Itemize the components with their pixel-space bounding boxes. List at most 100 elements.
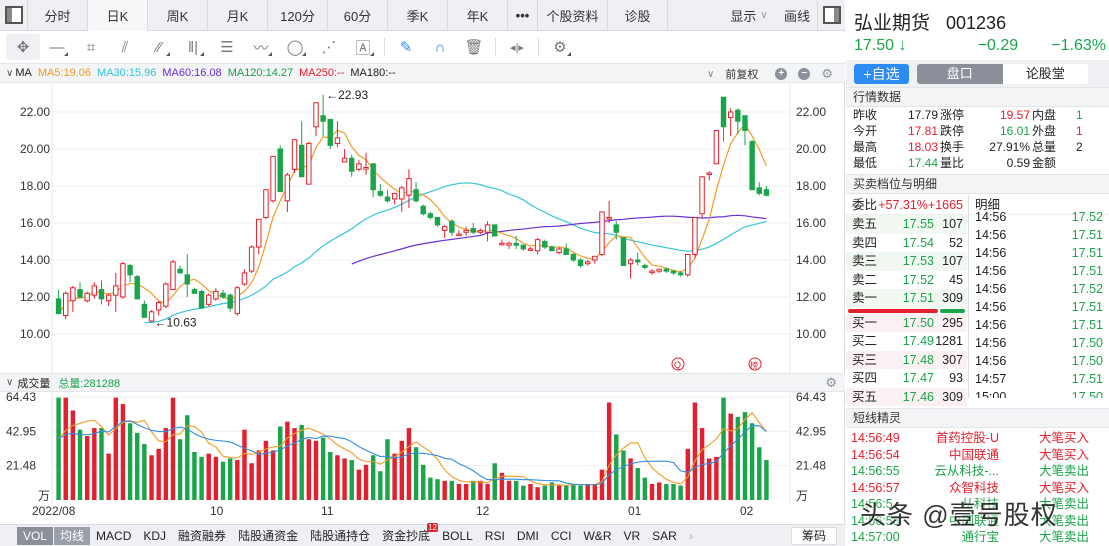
svg-text:万: 万 [796,489,808,503]
orderbook-level[interactable]: 买四 17.47 93 [846,369,967,388]
tab-120min[interactable]: 120分 [268,0,328,31]
value: 0.59 [1006,156,1030,170]
tab-daily-k[interactable]: 日K [88,0,148,31]
alert-row[interactable]: 14:56:49 首药控股-U 大笔买入 [851,430,1109,447]
level-qty: 1281 [935,334,963,348]
value: 18.03 [907,140,938,154]
orderbook-level[interactable]: 卖三 17.53 107 [846,252,967,271]
orderbook-level[interactable]: 卖二 17.52 45 [846,271,967,290]
details-list[interactable]: 14:56 17.52 14:56 17.51 14:56 17.51 14:56 17.51… [969,208,1109,398]
tab-monthly-k[interactable]: 月K [208,0,268,31]
orderbook-level[interactable]: 卖五 17.55 107 [846,215,967,234]
alert-row[interactable]: 14:56:55 云从科技-... 大笔卖出 [851,463,1109,480]
fan-icon[interactable]: ⫽ [121,38,129,56]
orderbook-level[interactable]: 买一 17.50 295 [846,313,967,332]
zoom-out-icon[interactable]: − [798,68,811,80]
level-qty: 45 [949,272,963,287]
gear-icon[interactable]: ⚙ [821,66,833,81]
level-price: 17.53 [902,254,934,268]
more-tabs-button[interactable]: ••• [508,0,538,31]
left-sidebar-toggle[interactable] [0,0,28,31]
spread-icon[interactable]: ◂|▸ [510,41,524,54]
tab-orderbook[interactable]: 盘口 [917,64,1003,84]
tab-northbound-holdings[interactable]: 陆股通持仓 [310,528,371,543]
tab-cci[interactable]: CCI [550,528,572,543]
label: 今开 [853,124,878,138]
pen-icon[interactable]: ✎ [399,39,413,56]
tab-northbound-funds[interactable]: 陆股通资金 [238,528,299,543]
candlestick-chart[interactable]: 10.00 10.00 12.00 12.00 14.00 14.00 16.00 16.00… [0,84,845,373]
short-term-alerts[interactable]: 14:56:49 首药控股-U 大笔买入 14:56:54 中国联通 大笔买入 14:56:… [851,430,1109,546]
svg-text:Q: Q [674,360,681,370]
quote-line: 17.50 ↓ −0.29 −1.63% [854,37,1106,55]
tab-quarterly-k[interactable]: 季K [388,0,448,31]
ma-title[interactable]: MA [15,67,32,79]
orderbook-level[interactable]: 卖一 17.51 309 [846,289,967,308]
tab-bottom-fishing[interactable]: 资金抄底 12 [376,522,439,545]
alert-row[interactable]: 14:56:57 众智科技 大笔买入 [851,480,1109,497]
draw-lines-button[interactable]: 画线 [783,8,810,24]
move-cross-icon[interactable]: ✥ [6,34,40,60]
svg-text:←22.93: ←22.93 [326,88,368,102]
magnet-icon[interactable]: ∩ [434,38,446,56]
adjust-dropdown[interactable]: 前复权 [725,69,759,81]
line-icon[interactable]: — [40,34,74,60]
alert-row[interactable]: 14:56:58 中国联通 大笔卖出 [851,513,1109,530]
tab-forum[interactable]: 论股堂 [1025,66,1065,81]
display-dropdown[interactable]: 显示 ∨ [721,0,777,31]
add-watchlist-button[interactable]: +自选 [854,64,909,84]
tab-yearly-k[interactable]: 年K [448,0,508,31]
parallel-icon[interactable]: ⁄⁄ [142,34,176,60]
zoom-in-icon[interactable]: + [775,68,788,80]
settings-icon[interactable]: ⚙ [543,34,577,60]
tab-macd[interactable]: MACD [96,528,132,543]
level-price: 17.52 [902,272,934,287]
tab-kdj[interactable]: KDJ [143,528,167,543]
chevron-right-icon[interactable]: › [688,528,693,543]
tab-dmi[interactable]: DMI [516,528,539,543]
annotation-icon[interactable]: 🄰 [346,34,380,60]
trade-row: 14:56 17.50 [969,334,1109,352]
alert-row[interactable]: 14:56:54 中国联通 大笔买入 [851,447,1109,464]
chip-distribution-button[interactable]: 筹码 [791,527,837,545]
circle-icon[interactable]: ◯ [278,34,312,60]
trash-icon[interactable]: 🗑 [464,39,484,56]
tab-60min[interactable]: 60分 [328,0,388,31]
tab-vr[interactable]: VR [623,528,641,543]
tab-weekly-k[interactable]: 周K [148,0,208,31]
orderbook-level[interactable]: 买二 17.49 1281 [846,332,967,351]
alert-action: 大笔买入 [1038,431,1089,445]
panel-left-icon [4,6,23,24]
vertical-lines-icon[interactable]: ‖| [176,34,210,60]
right-sidebar-toggle[interactable] [817,0,845,31]
text-label-icon[interactable]: ☰ [220,39,234,56]
tab-sar[interactable]: SAR [652,528,677,543]
tab-vol[interactable]: VOL [17,526,54,545]
rect-icon[interactable]: ⌗ [86,38,96,56]
orderbook-level[interactable]: 买五 17.46 309 [846,387,967,406]
alert-row[interactable]: 14:57:00 通行宝 大笔卖出 [851,529,1109,546]
chevron-down-icon[interactable]: ∨ [6,67,14,79]
svg-text:22.00: 22.00 [796,105,826,119]
tab-rsi[interactable]: RSI [484,528,505,543]
tab-margin[interactable]: 融资融券 [178,528,227,543]
tab-ma-line[interactable]: 均线 [54,526,91,545]
volume-chart[interactable]: 64.43 64.43 42.95 42.95 21.48 21.48 万 万 [0,392,845,504]
label: 外盘 [1032,124,1057,138]
tab-diagnosis[interactable]: 诊股 [608,0,668,31]
tab-timeshare[interactable]: 分时 [28,0,88,31]
gear-icon[interactable]: ⚙ [825,375,837,390]
chevron-down-icon[interactable]: ∨ [6,377,14,388]
tab-wr[interactable]: W&R [583,528,612,543]
trade-price: 17.50 [1071,390,1103,398]
trade-row: 14:56 17.51 [969,298,1109,316]
orderbook-level[interactable]: 买三 17.48 307 [846,350,967,369]
polyline-icon[interactable]: 〰 [244,34,278,60]
tab-stock-profile[interactable]: 个股资料 [538,0,608,31]
pitchfork-icon[interactable]: ⋰ [321,39,337,56]
tab-boll[interactable]: BOLL [442,528,473,543]
buy-sell-strength-bar [846,308,967,314]
alert-row[interactable]: 14:56:5 从科技 大笔卖出 [851,496,1109,513]
orderbook-level[interactable]: 卖四 17.54 52 [846,234,967,253]
trade-time: 14:56 [975,282,1007,296]
